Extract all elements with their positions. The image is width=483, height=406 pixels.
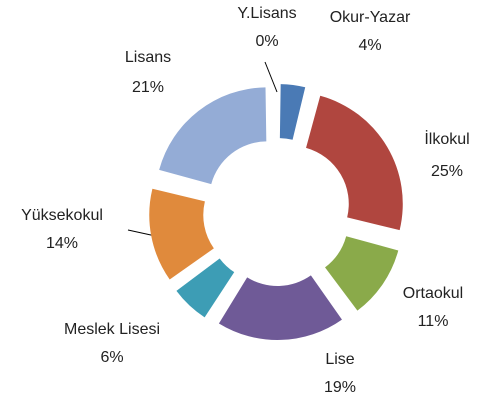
value-label: 21% bbox=[132, 79, 164, 96]
doughnut-slice bbox=[325, 236, 399, 311]
category-label: Yüksekokul bbox=[21, 207, 103, 224]
doughnut-slice bbox=[176, 258, 235, 318]
doughnut-slice bbox=[279, 84, 306, 140]
doughnut-slice bbox=[149, 188, 214, 280]
category-label: Okur-Yazar bbox=[330, 9, 411, 26]
value-label: 19% bbox=[324, 379, 356, 396]
category-label: Lisans bbox=[125, 49, 171, 66]
category-label: Y.Lisans bbox=[237, 5, 296, 22]
value-label: 0% bbox=[255, 33, 278, 50]
value-label: 11% bbox=[418, 313, 449, 330]
doughnut-slice bbox=[218, 275, 342, 340]
leader-line bbox=[264, 61, 278, 93]
category-label: Ortaokul bbox=[403, 285, 463, 302]
value-label: 4% bbox=[358, 37, 381, 54]
category-label: Meslek Lisesi bbox=[64, 321, 160, 338]
value-label: 6% bbox=[100, 349, 123, 366]
doughnut-slice bbox=[159, 87, 267, 185]
doughnut-slice bbox=[306, 95, 403, 231]
value-label: 25% bbox=[431, 163, 463, 180]
value-label: 14% bbox=[46, 235, 78, 252]
category-label: Lise bbox=[325, 351, 354, 368]
category-label: İlkokul bbox=[424, 129, 469, 148]
